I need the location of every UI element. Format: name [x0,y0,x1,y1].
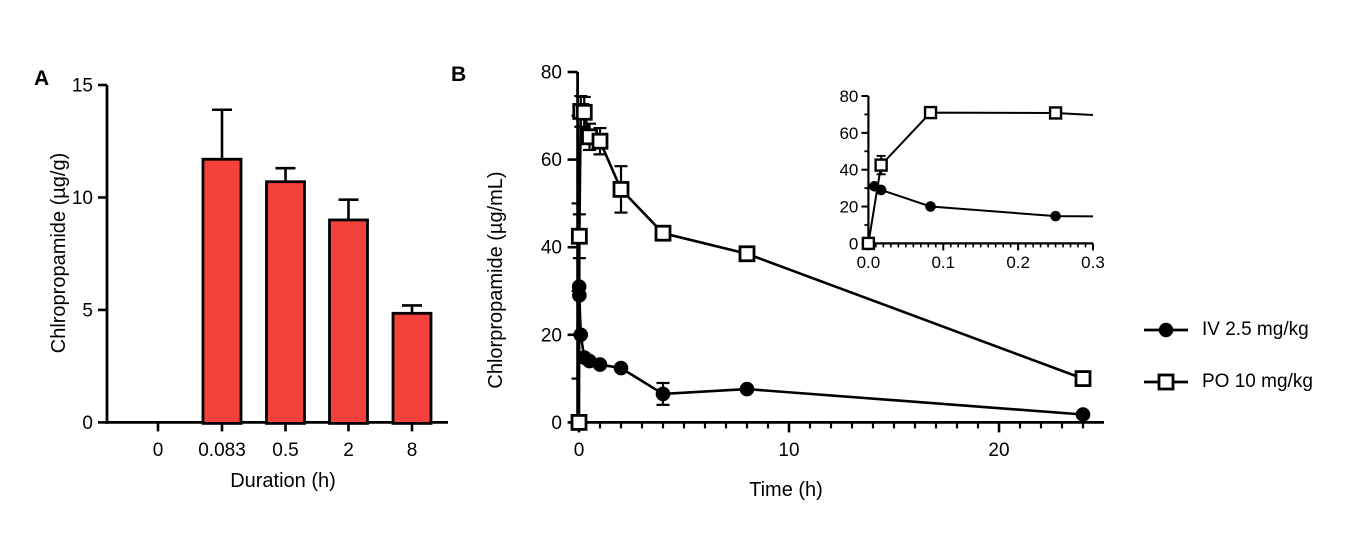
svg-text:0.083: 0.083 [198,440,246,461]
svg-text:80: 80 [541,63,562,84]
svg-text:0: 0 [551,413,562,434]
svg-text:8: 8 [407,440,418,461]
svg-text:0: 0 [153,440,164,461]
legend-item-po: PO 10 mg/kg [1142,368,1313,396]
svg-text:20: 20 [839,198,858,217]
panel-a-x-axis-title: Duration (h) [230,470,336,492]
svg-text:15: 15 [72,76,93,97]
svg-text:10: 10 [72,188,93,209]
legend-label-iv: IV 2.5 mg/kg [1202,319,1309,340]
svg-text:40: 40 [541,238,562,259]
svg-text:2: 2 [343,440,354,461]
svg-text:0.0: 0.0 [857,253,881,272]
svg-text:0.5: 0.5 [272,440,298,461]
legend: IV 2.5 mg/kg PO 10 mg/kg [1142,316,1313,396]
svg-text:20: 20 [541,325,562,346]
legend-item-iv: IV 2.5 mg/kg [1142,316,1313,344]
panel-b-inset-chart: 0 20 40 60 80 0.0 0.1 0.2 0.3 [839,87,1104,272]
svg-text:10: 10 [778,440,799,461]
svg-text:80: 80 [839,87,858,106]
svg-text:20: 20 [988,440,1009,461]
svg-text:60: 60 [541,150,562,171]
svg-text:0.3: 0.3 [1081,253,1105,272]
svg-text:0.1: 0.1 [931,253,955,272]
legend-label-po: PO 10 mg/kg [1202,371,1313,392]
svg-text:40: 40 [839,161,858,180]
svg-text:0: 0 [82,413,93,434]
open-square-line-icon [1144,373,1188,391]
svg-text:5: 5 [82,300,93,321]
panel-a-bar-chart: 0 5 10 15 0 0.083 0.5 2 8 [72,76,448,461]
panel-b-letter: B [451,63,467,86]
svg-text:0: 0 [849,234,858,253]
svg-text:0: 0 [574,440,585,461]
panel-b-x-axis-title: Time (h) [749,479,823,501]
filled-circle-line-icon [1144,322,1188,338]
panel-a-letter: A [34,67,50,90]
svg-text:60: 60 [839,124,858,143]
panel-b-line-chart: 0 20 40 60 80 0 10 20 [541,63,1104,461]
svg-text:0.2: 0.2 [1006,253,1030,272]
